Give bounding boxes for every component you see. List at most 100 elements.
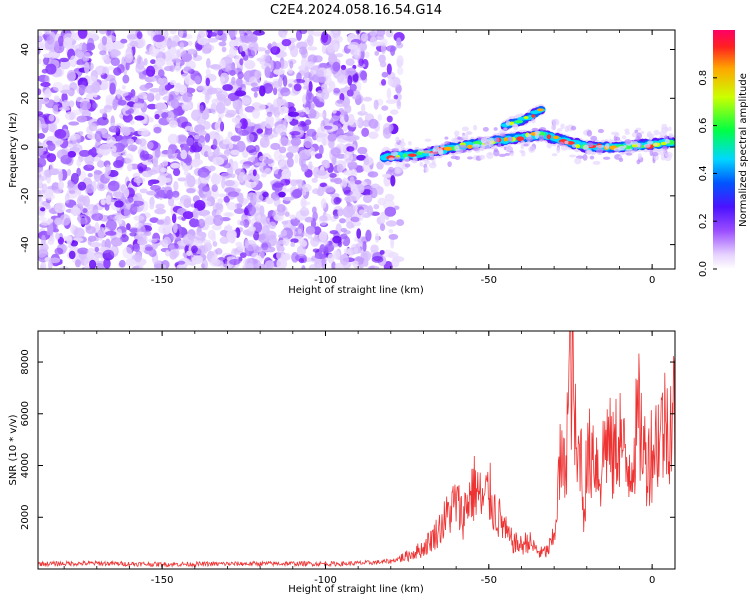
heatmap-noise-cell xyxy=(66,70,76,82)
heatmap-noise-cell xyxy=(100,198,106,206)
heatmap-signal-peak xyxy=(531,114,536,118)
heatmap-noise-cell xyxy=(67,181,75,188)
heatmap-noise-cell xyxy=(343,111,348,121)
heatmap-noise-cell xyxy=(312,188,321,195)
heatmap-noise-cell xyxy=(138,262,144,269)
heatmap-noise-cell xyxy=(171,213,177,224)
heatmap-halo-cell xyxy=(574,157,582,165)
heatmap-signal-peak xyxy=(503,137,508,142)
heatmap-noise-cell xyxy=(164,84,171,91)
heatmap-noise-cell xyxy=(44,188,54,199)
heatmap-noise-cell xyxy=(213,214,224,226)
heatmap-noise-cell xyxy=(260,250,265,259)
heatmap-noise-cell xyxy=(183,170,189,176)
heatmap-halo-cell xyxy=(528,145,536,153)
heatmap-noise-cell xyxy=(361,103,366,114)
heatmap-noise-cell xyxy=(388,123,394,132)
heatmap-noise-cell xyxy=(264,167,272,175)
heatmap-noise-cell xyxy=(63,245,68,251)
heatmap-noise-cell xyxy=(329,230,339,235)
heatmap-noise-cell xyxy=(370,211,380,216)
heatmap-noise-cell xyxy=(273,86,278,96)
heatmap-noise-cell xyxy=(363,157,370,166)
heatmap-noise-cell xyxy=(325,75,332,86)
heatmap-noise-cell xyxy=(334,99,346,107)
heatmap-noise-cell xyxy=(166,189,173,200)
heatmap-noise-cell xyxy=(264,119,274,129)
heatmap-noise-cell xyxy=(314,253,327,260)
heatmap-noise-cell xyxy=(273,68,285,75)
heatmap-noise-cell xyxy=(179,42,185,50)
heatmap-noise-cell xyxy=(41,234,46,246)
spectrogram-y-tick-label: -20 xyxy=(20,188,31,204)
heatmap-noise-cell xyxy=(127,108,135,114)
heatmap-noise-cell xyxy=(239,220,246,226)
heatmap-noise-cell xyxy=(76,115,88,123)
heatmap-noise-cell xyxy=(165,250,170,257)
heatmap-noise-cell xyxy=(186,187,196,194)
heatmap-halo-cell xyxy=(546,142,552,149)
heatmap-halo-cell xyxy=(399,141,406,147)
heatmap-noise-cell xyxy=(308,161,313,171)
heatmap-noise-cell xyxy=(346,146,355,152)
heatmap-halo-cell xyxy=(426,146,431,150)
heatmap-noise-cell xyxy=(47,185,59,190)
heatmap-noise-cell xyxy=(136,54,142,65)
heatmap-noise-cell xyxy=(273,106,281,118)
heatmap-noise-cell xyxy=(77,181,87,191)
heatmap-noise-cell xyxy=(174,83,180,96)
heatmap-noise-cell xyxy=(219,76,226,83)
heatmap-noise-cell xyxy=(186,137,194,146)
heatmap-halo-cell xyxy=(505,145,513,152)
heatmap-noise-cell xyxy=(333,214,339,220)
spectrogram-x-tick-label: -100 xyxy=(314,275,337,286)
heatmap-noise-cell xyxy=(204,215,215,226)
heatmap-noise-cell xyxy=(59,57,70,63)
heatmap-noise-cell xyxy=(313,226,322,235)
heatmap-noise-cell xyxy=(215,248,223,255)
heatmap-halo-cell xyxy=(412,156,418,164)
heatmap-halo-cell xyxy=(395,136,400,143)
snr-y-label: SNR (10 * v/v) xyxy=(8,414,19,485)
heatmap-noise-cell xyxy=(363,184,373,191)
heatmap-noise-cell xyxy=(228,30,238,38)
heatmap-noise-cell xyxy=(264,260,275,269)
heatmap-noise-cell xyxy=(211,232,216,244)
heatmap-noise-cell xyxy=(319,231,328,242)
heatmap-noise-cell xyxy=(188,131,197,136)
heatmap-noise-cell xyxy=(161,160,169,167)
heatmap-noise-cell xyxy=(318,144,324,156)
heatmap-noise-cell xyxy=(88,259,97,269)
heatmap-noise-cell xyxy=(191,245,198,254)
heatmap-noise-cell xyxy=(69,81,78,91)
spectrogram-y-tick-label: 0 xyxy=(20,144,31,150)
heatmap-noise-cell xyxy=(40,207,46,212)
heatmap-noise-cell xyxy=(122,74,130,84)
heatmap-noise-cell xyxy=(78,217,88,225)
heatmap-noise-cell xyxy=(396,100,401,107)
heatmap-noise-cell xyxy=(181,102,192,110)
heatmap-noise-cell xyxy=(280,178,291,186)
heatmap-noise-cell xyxy=(270,142,281,150)
heatmap-noise-cell xyxy=(301,201,311,206)
heatmap-noise-cell xyxy=(126,223,131,231)
spectrogram-y-tick-label: 40 xyxy=(20,43,31,56)
spectrogram-x-tick-label: -50 xyxy=(481,275,497,286)
heatmap-noise-cell xyxy=(91,81,101,93)
heatmap-noise-cell xyxy=(108,125,120,133)
heatmap-noise-cell xyxy=(207,87,218,95)
heatmap-noise-cell xyxy=(302,183,312,192)
heatmap-noise-cell xyxy=(319,244,326,253)
heatmap-noise-cell xyxy=(127,144,138,152)
heatmap-halo-cell xyxy=(480,137,489,144)
colorbar: 0.0 0.2 0.4 0.6 0.8 Normalized spectral ampl… xyxy=(698,30,749,277)
colorbar-tick-label: 0.0 xyxy=(698,261,709,277)
heatmap-halo-cell xyxy=(391,148,400,152)
heatmap-noise-cell xyxy=(228,142,234,149)
heatmap-noise-cell xyxy=(355,94,364,104)
heatmap-noise-cell xyxy=(110,237,123,247)
heatmap-noise-cell xyxy=(263,158,274,165)
heatmap-noise-cell xyxy=(49,168,60,176)
heatmap-noise-cell xyxy=(340,233,348,240)
heatmap-noise-cell xyxy=(386,87,392,100)
